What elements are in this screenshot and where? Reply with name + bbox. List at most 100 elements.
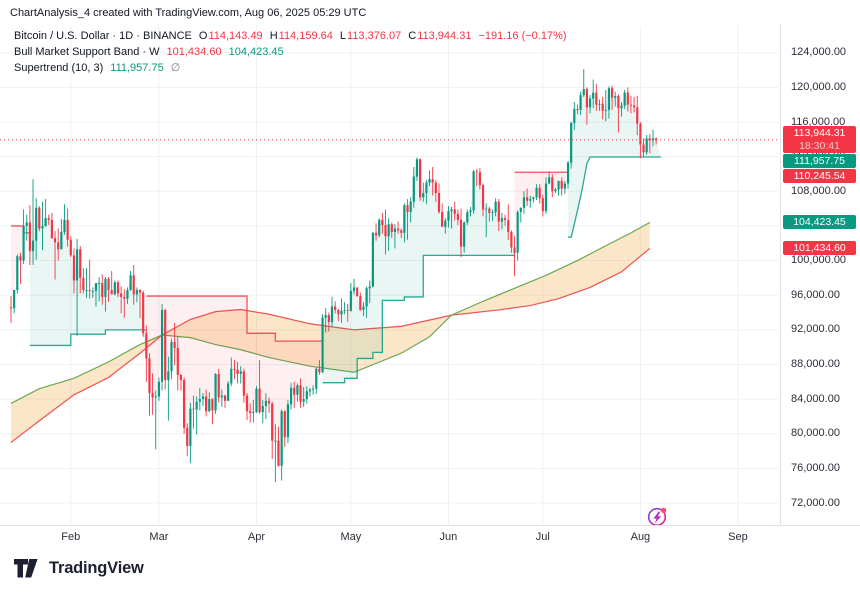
- candle-body: [617, 96, 620, 109]
- candle-body: [179, 374, 183, 381]
- candle-body: [390, 224, 393, 232]
- candle-body: [463, 222, 466, 247]
- candle-body: [633, 105, 636, 108]
- candle-body: [69, 239, 72, 256]
- candle-body: [66, 219, 69, 240]
- price-axis-label: 108,000.00: [791, 184, 847, 197]
- candle-body: [239, 371, 242, 375]
- time-axis-label-may: May: [340, 531, 362, 543]
- candle-body: [242, 371, 245, 396]
- candle-body: [601, 103, 604, 111]
- candle-body: [75, 249, 79, 281]
- price-axis-label: 124,000.00: [791, 46, 847, 59]
- candle-body: [513, 247, 516, 253]
- candle-body: [293, 387, 296, 395]
- candle-body: [428, 179, 431, 183]
- candle-body: [620, 105, 623, 109]
- candle-body: [639, 123, 642, 145]
- high-value: H 114,159.64: [269, 30, 333, 42]
- candle-body: [98, 283, 101, 284]
- candle-body: [302, 399, 305, 402]
- candle-body: [466, 212, 469, 223]
- candle-body: [167, 371, 170, 381]
- candle-body: [478, 172, 482, 186]
- candle-body: [38, 207, 41, 229]
- candle-body: [585, 89, 589, 108]
- change-value: −191.16 (−0.17%): [478, 30, 567, 42]
- supertrend-fill: [29, 207, 147, 359]
- legend-bmsb[interactable]: Bull Market Support Band · W 101,434.60 …: [14, 45, 567, 60]
- open-value: O 114,143.49: [198, 30, 263, 42]
- candle-body: [28, 222, 31, 252]
- supertrend-title: Supertrend (10, 3): [14, 62, 104, 74]
- candle-body: [494, 201, 497, 213]
- tradingview-logo[interactable]: TradingView: [14, 559, 144, 578]
- price-axis-label: 96,000.00: [791, 288, 840, 301]
- candle-body: [296, 385, 299, 395]
- candle-body: [82, 277, 85, 291]
- candle-body: [337, 309, 340, 315]
- candle-body: [529, 199, 532, 201]
- candle-body: [450, 209, 453, 212]
- candle-body: [258, 388, 261, 413]
- candle-body: [582, 89, 585, 96]
- hidden-marker-icon[interactable]: ∅: [170, 62, 181, 74]
- candle-body: [472, 171, 475, 211]
- candle-body: [22, 225, 25, 261]
- tradingview-logo-text: TradingView: [49, 559, 144, 577]
- candle-body: [50, 219, 54, 239]
- candle-body: [249, 411, 252, 413]
- low-value: L 113,376.07: [339, 30, 402, 42]
- candle-body: [16, 256, 19, 291]
- flash-boost-icon[interactable]: [647, 507, 667, 527]
- candle-body: [192, 408, 195, 410]
- candle-body: [371, 232, 375, 287]
- candle-body: [255, 388, 258, 413]
- bmsb-upper-label: 104,423.45: [783, 215, 856, 230]
- price-axis-separator: [780, 24, 781, 525]
- candle-body: [151, 393, 154, 398]
- candle-body: [648, 138, 651, 141]
- supertrend-line: [568, 156, 661, 238]
- candle-body: [245, 395, 249, 412]
- candle-body: [384, 225, 387, 237]
- legend: Bitcoin / U.S. Dollar · 1D · BINANCE O 11…: [14, 29, 567, 77]
- candle-body: [170, 341, 173, 372]
- candle-body: [396, 228, 400, 231]
- candle-body: [252, 412, 255, 414]
- candle-body: [25, 222, 28, 226]
- candle-body: [13, 290, 16, 309]
- candle-body: [563, 183, 566, 189]
- price-axis-label: 80,000.00: [791, 427, 840, 440]
- candle-body: [47, 218, 50, 220]
- candle-body: [636, 107, 639, 124]
- candle-body: [236, 369, 239, 375]
- time-axis-separator: [0, 525, 860, 526]
- candle-body: [626, 92, 629, 105]
- candle-body: [507, 219, 510, 232]
- candle-body: [453, 209, 456, 214]
- candle-body: [9, 307, 13, 309]
- candle-body: [365, 288, 368, 307]
- candle-body: [393, 228, 397, 232]
- candle-body: [186, 427, 189, 446]
- price-axis-label: 120,000.00: [791, 80, 847, 93]
- bmsb-ema-line: [10, 221, 651, 404]
- bmsb-sma-value: 101,434.60: [166, 46, 222, 58]
- candle-body: [400, 230, 403, 233]
- candle-body: [447, 211, 450, 221]
- candle-body: [312, 388, 315, 390]
- candle-body: [340, 310, 343, 315]
- candle-body: [519, 207, 522, 213]
- legend-main-series[interactable]: Bitcoin / U.S. Dollar · 1D · BINANCE O 11…: [14, 29, 567, 44]
- candle-body: [327, 315, 330, 323]
- price-axis-label: 84,000.00: [791, 392, 840, 405]
- candle-body: [123, 296, 126, 299]
- candle-body: [607, 88, 611, 110]
- legend-supertrend[interactable]: Supertrend (10, 3) 111,957.75 ∅: [14, 61, 567, 76]
- candle-body: [406, 205, 409, 213]
- candle-body: [208, 399, 211, 412]
- candle-body: [359, 296, 362, 310]
- candle-body: [271, 403, 274, 441]
